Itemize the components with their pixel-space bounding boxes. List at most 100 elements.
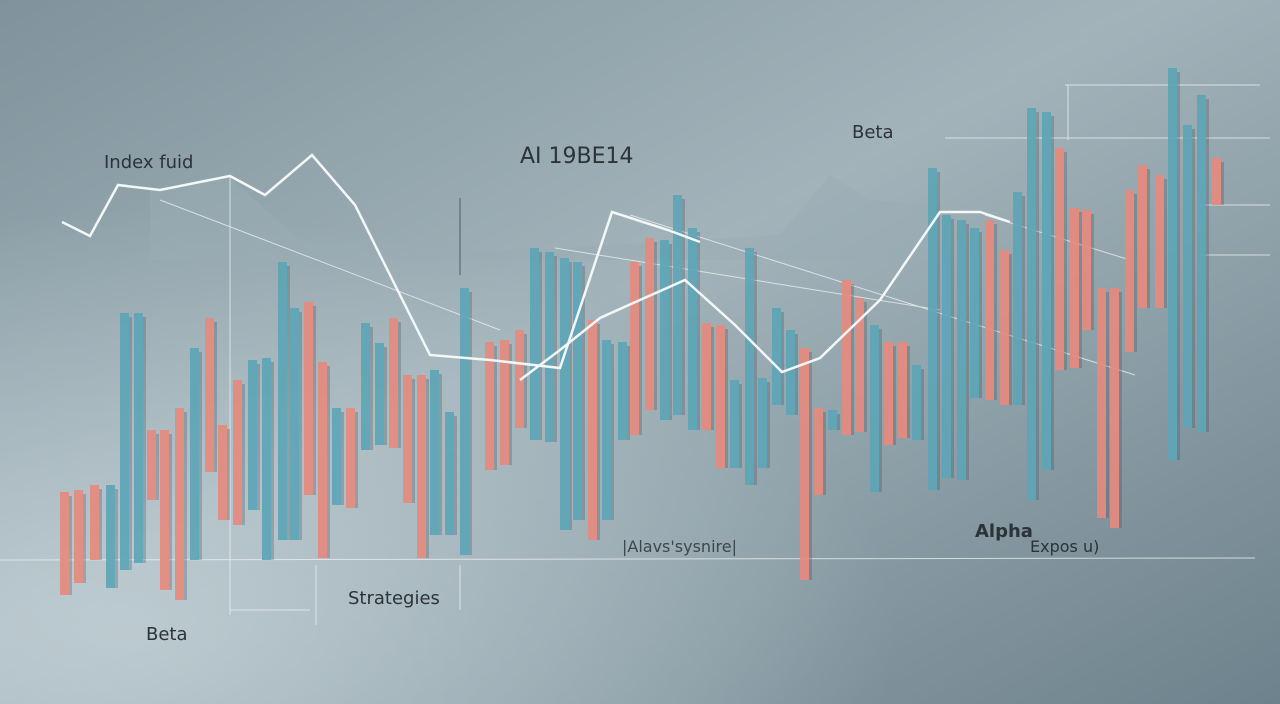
decorative-bar [588, 320, 597, 540]
trend-line [519, 210, 1011, 381]
bar-shadow [1164, 179, 1167, 308]
decorative-bar [573, 262, 582, 520]
bar-shadow [184, 412, 187, 600]
decorative-bar [660, 240, 669, 420]
decorative-bar [1197, 95, 1206, 432]
decorative-bar [106, 485, 115, 588]
decorative-bar [645, 238, 654, 410]
decorative-bar [928, 168, 937, 490]
decorative-bar [758, 378, 767, 468]
decorative-bar [134, 313, 143, 563]
label: Strategies [348, 588, 440, 609]
bar-shadow [439, 374, 442, 535]
decorative-bar [304, 302, 313, 495]
decorative-bar [530, 248, 539, 440]
decorative-bar [957, 220, 966, 480]
bar-shadow [370, 327, 373, 450]
bar-shadow [711, 327, 714, 430]
decorative-bar [1027, 108, 1036, 500]
label: Alpha [975, 521, 1033, 542]
bar-shadow [1119, 292, 1122, 528]
decorative-bar [702, 323, 711, 430]
decorative-bar [1013, 192, 1022, 405]
bar-shadow [893, 346, 896, 445]
bar-shadow [1134, 194, 1137, 352]
decorative-bar [673, 195, 682, 415]
bar-group [60, 68, 1224, 600]
decorative-bar [1125, 190, 1134, 352]
bar-shadow [156, 434, 159, 500]
decorative-bar [190, 348, 199, 560]
bar-shadow [1051, 116, 1054, 470]
decorative-bar [417, 375, 426, 558]
bar-shadow [994, 224, 997, 400]
decorative-bar [90, 485, 99, 560]
decorative-bar [970, 228, 979, 398]
bar-shadow [83, 494, 86, 583]
bar-shadow [1206, 99, 1209, 432]
decorative-bar [346, 408, 355, 508]
decorative-bar [786, 330, 795, 415]
decorative-bar [545, 252, 554, 442]
bar-shadow [951, 219, 954, 478]
bar-shadow [1079, 212, 1082, 368]
bar-shadow [795, 334, 798, 415]
decorative-bar [1183, 125, 1192, 428]
bar-shadow [509, 344, 512, 465]
bar-shadow [627, 346, 630, 440]
bar-shadow [242, 384, 245, 525]
decorative-bar [800, 348, 809, 580]
decorative-bar [730, 380, 739, 468]
bar-shadow [257, 364, 260, 510]
bar-shadow [287, 266, 290, 540]
bar-shadow [907, 346, 910, 438]
decorative-bar [60, 492, 69, 595]
label: Index fuid [104, 152, 193, 173]
decorative-bar [120, 313, 129, 570]
bar-shadow [1192, 129, 1195, 428]
bar-shadow [823, 412, 826, 495]
bar-shadow [129, 317, 132, 570]
decorative-bar [1110, 288, 1119, 528]
bar-shadow [864, 302, 867, 432]
decorative-bar [389, 318, 398, 448]
decorative-bar [278, 262, 287, 540]
bar-shadow [582, 266, 585, 520]
bar-shadow [597, 324, 600, 540]
decorative-bar [985, 220, 994, 400]
decorative-bar [175, 408, 184, 600]
decorative-bar [1000, 250, 1009, 405]
trend-line [61, 153, 701, 370]
decorative-bar [745, 248, 754, 485]
decorative-bar [560, 258, 569, 530]
bar-shadow [1221, 162, 1224, 205]
bar-shadow [199, 352, 202, 560]
bar-shadow [1147, 169, 1150, 308]
decorative-bar [1070, 208, 1079, 368]
bar-shadow [524, 334, 527, 428]
decorative-bar [445, 412, 454, 535]
bar-shadow [1022, 196, 1025, 405]
decorative-bar [262, 358, 271, 560]
decorative-bar [1097, 288, 1106, 518]
decorative-bar [942, 215, 951, 478]
decorative-bar [630, 262, 639, 435]
bar-shadow [921, 369, 924, 440]
decorative-bar [1155, 175, 1164, 308]
bar-shadow [115, 489, 118, 588]
bar-shadow [837, 414, 840, 430]
bar-shadow [739, 384, 742, 468]
bar-shadow [227, 429, 230, 520]
label: AI 19BE14 [520, 144, 634, 169]
decorative-bar [870, 325, 879, 492]
decorative-bar [898, 342, 907, 438]
decorative-bar [618, 342, 627, 440]
bar-shadow [1091, 214, 1094, 330]
bar-shadow [355, 412, 358, 508]
bar-shadow [398, 322, 401, 448]
bar-shadow [569, 262, 572, 530]
bar-shadow [879, 329, 882, 492]
decorative-bar [403, 375, 412, 503]
bar-shadow [725, 329, 728, 468]
